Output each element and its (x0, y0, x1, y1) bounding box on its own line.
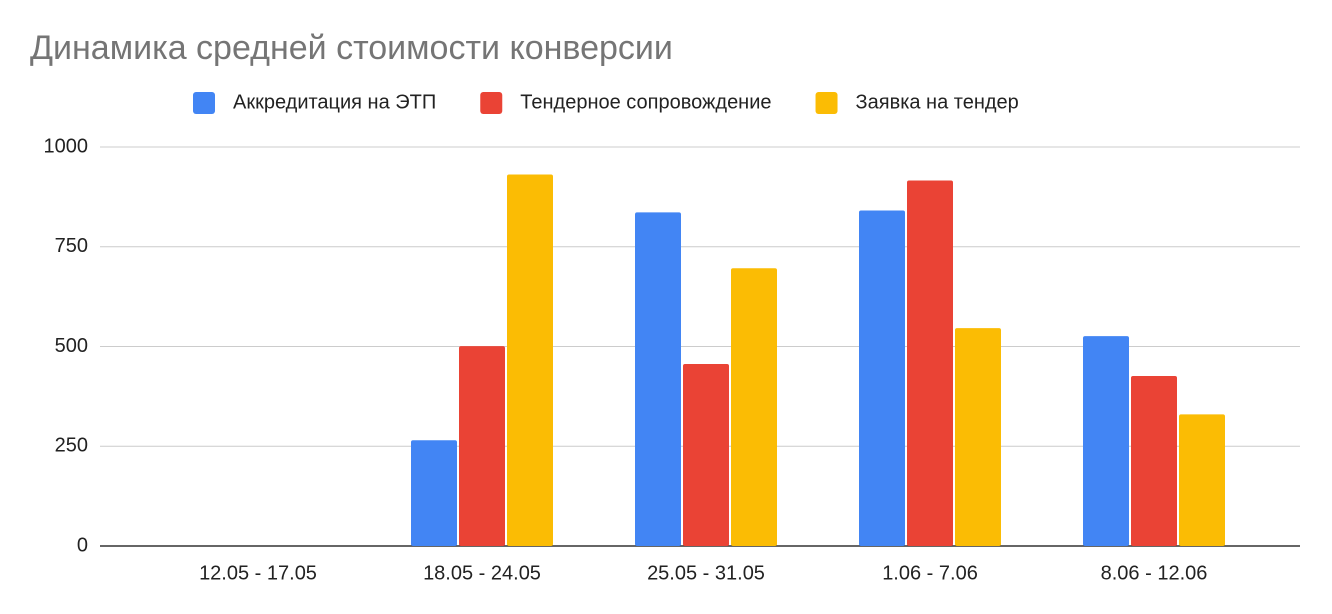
y-tick-label: 500 (55, 335, 88, 357)
bar (731, 268, 777, 546)
legend-swatch (815, 92, 838, 114)
legend-label: Тендерное сопровождение (520, 91, 771, 113)
bar (683, 364, 729, 546)
x-tick-label: 1.06 - 7.06 (882, 562, 978, 584)
bar (459, 346, 505, 546)
x-tick-label: 25.05 - 31.05 (647, 562, 765, 584)
y-tick-label: 250 (55, 435, 88, 457)
bar (955, 328, 1001, 546)
y-tick-label: 1000 (44, 135, 89, 157)
bar (907, 180, 953, 547)
x-tick-label: 8.06 - 12.06 (1101, 562, 1208, 584)
bar (1083, 336, 1129, 546)
bar (859, 210, 905, 547)
bar (1131, 376, 1177, 546)
legend-swatch (480, 92, 503, 114)
y-tick-label: 0 (77, 534, 88, 556)
legend-label: Аккредитация на ЭТП (233, 91, 436, 113)
legend-swatch (193, 92, 215, 114)
bar (635, 212, 681, 546)
x-tick-label: 18.05 - 24.05 (423, 562, 541, 584)
bar (411, 440, 457, 546)
x-tick-label: 12.05 - 17.05 (199, 562, 317, 584)
chart-title: Динамика средней стоимости конверсии (30, 29, 673, 67)
bar (1179, 414, 1225, 546)
legend-label: Заявка на тендер (856, 91, 1019, 113)
y-tick-label: 750 (55, 235, 88, 257)
bar (507, 174, 553, 546)
